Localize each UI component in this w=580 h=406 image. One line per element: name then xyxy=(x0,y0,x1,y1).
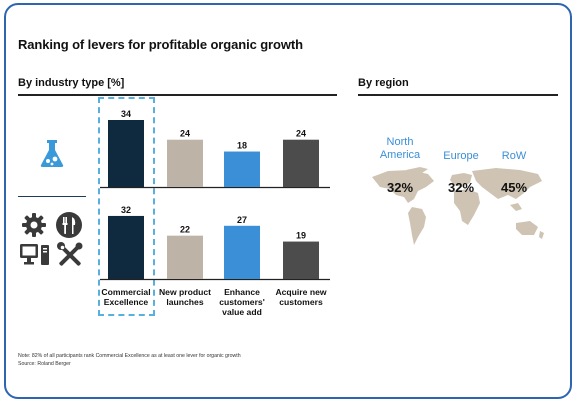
bar-commercial-excellence-panel-1 xyxy=(108,120,144,187)
value-label-acquire-customers-panel-2: 19 xyxy=(296,231,306,241)
region-label-north-america: North America xyxy=(379,136,421,161)
tools-icon xyxy=(57,242,83,266)
footnote: Note: 82% of all participants rank Comme… xyxy=(18,353,241,359)
bar-acquire-customers-panel-2 xyxy=(283,241,319,279)
region-label-row: RoW xyxy=(501,150,527,162)
region-value-north-america: 32% xyxy=(386,180,414,195)
category-label-commercial-excellence: Commercial Excellence xyxy=(101,287,151,307)
gear-icon xyxy=(22,213,46,237)
value-label-commercial-excellence-panel-2: 32 xyxy=(121,205,131,215)
industry-header: By industry type [%] xyxy=(18,77,125,89)
bar-new-product-launches-panel-2 xyxy=(167,235,203,279)
cutlery-icon xyxy=(56,212,82,238)
world-map xyxy=(372,167,544,245)
industry-header-rule xyxy=(18,94,337,96)
computer-icon xyxy=(20,244,49,265)
value-label-enhance-customers-panel-1: 18 xyxy=(237,141,247,151)
bar-enhance-customers-panel-2 xyxy=(224,225,260,279)
category-label-acquire-customers: Acquire new customers xyxy=(275,287,327,307)
value-label-acquire-customers-panel-1: 24 xyxy=(296,129,306,139)
value-label-enhance-customers-panel-2: 27 xyxy=(237,215,247,225)
value-label-commercial-excellence-panel-1: 34 xyxy=(121,109,131,119)
region-value-row: 45% xyxy=(500,180,528,195)
icon-divider xyxy=(18,196,86,197)
region-value-europe: 32% xyxy=(447,180,475,195)
bar-enhance-customers-panel-1 xyxy=(224,151,260,187)
source-note: Source: Roland Berger xyxy=(18,361,71,367)
bar-acquire-customers-panel-1 xyxy=(283,139,319,187)
region-header: By region xyxy=(358,77,409,89)
bar-commercial-excellence-panel-2 xyxy=(108,215,144,279)
value-label-new-product-launches-panel-1: 24 xyxy=(180,129,190,139)
category-label-enhance-customers: Enhance customers' value add xyxy=(219,287,265,317)
category-label-new-product-launches: New product launches xyxy=(158,287,212,307)
region-label-europe: Europe xyxy=(443,150,479,162)
region-header-rule xyxy=(358,94,558,96)
slide-title: Ranking of levers for profitable organic… xyxy=(18,37,303,52)
value-label-new-product-launches-panel-2: 22 xyxy=(180,225,190,235)
commercial-excellence-highlight xyxy=(98,97,155,316)
bar-new-product-launches-panel-1 xyxy=(167,139,203,187)
flask-icon xyxy=(40,140,64,167)
